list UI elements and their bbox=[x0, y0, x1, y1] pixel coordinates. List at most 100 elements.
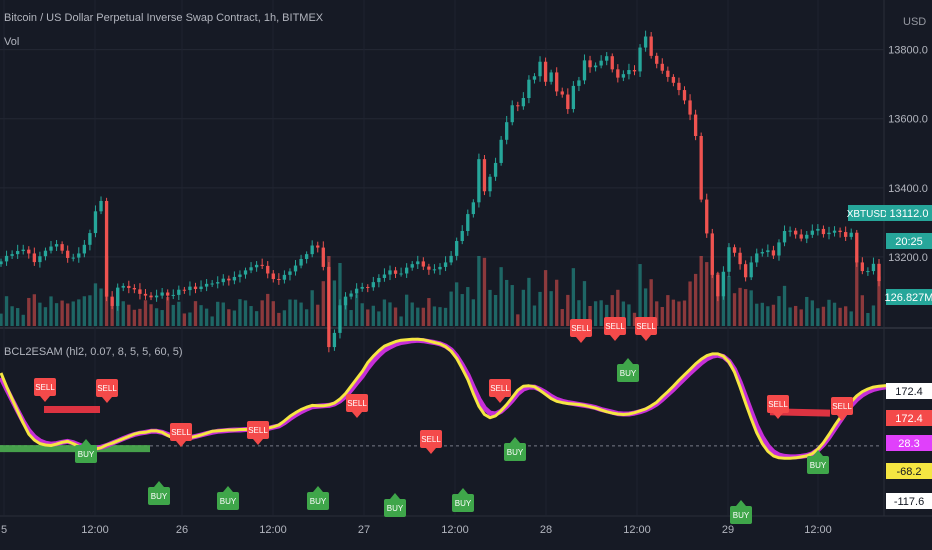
volume-bar bbox=[88, 295, 92, 326]
sell-signal bbox=[767, 395, 789, 413]
candle-body bbox=[588, 60, 592, 68]
volume-bar bbox=[777, 296, 781, 326]
candle-body bbox=[138, 289, 142, 294]
candle-body bbox=[188, 286, 192, 291]
countdown-tag-label: 20:25 bbox=[895, 236, 923, 248]
candle-body bbox=[21, 249, 25, 252]
volume-bar bbox=[204, 308, 209, 326]
candle-body bbox=[43, 250, 48, 257]
volume-bar bbox=[771, 304, 776, 326]
candle-body bbox=[527, 79, 531, 98]
candle-body bbox=[660, 63, 664, 71]
candle-body bbox=[393, 270, 398, 274]
candle-body bbox=[832, 230, 837, 233]
candle-body bbox=[766, 250, 770, 253]
sell-signal bbox=[570, 319, 592, 337]
volume-bar bbox=[521, 289, 526, 326]
candle-body bbox=[577, 80, 581, 86]
volume-bar bbox=[838, 307, 842, 326]
volume-bar bbox=[632, 312, 637, 326]
candle-body bbox=[793, 230, 798, 235]
volume-bar bbox=[277, 312, 281, 326]
time-tick-label: 5 bbox=[1, 524, 7, 536]
buy-signal-label: BUY bbox=[733, 511, 750, 520]
price-axis[interactable]: 13800.0 13600.0 13400.0 13200.0 XBTUSD 13112.… bbox=[847, 45, 932, 509]
candle-body bbox=[99, 200, 103, 212]
volume-bar bbox=[254, 311, 259, 326]
buy-signal bbox=[730, 506, 752, 524]
candle-body bbox=[671, 76, 676, 83]
volume-bar bbox=[577, 300, 581, 326]
volume-bar bbox=[566, 294, 570, 326]
candle-body bbox=[143, 293, 148, 296]
volume-bar bbox=[410, 302, 414, 326]
indicator-title[interactable]: BCL2ESAM (hl2, 0.07, 8, 5, 5, 60, 5) bbox=[4, 346, 183, 358]
volume-bar bbox=[832, 302, 837, 326]
volume-bar bbox=[849, 311, 853, 326]
candle-body bbox=[649, 36, 653, 56]
volume-bar bbox=[688, 281, 692, 326]
volume-bar bbox=[238, 299, 242, 326]
time-tick-label: 12:00 bbox=[623, 524, 651, 536]
candle-body bbox=[38, 256, 42, 263]
candle-body bbox=[799, 234, 803, 239]
candle-body bbox=[349, 293, 353, 297]
volume-label[interactable]: Vol bbox=[4, 36, 20, 48]
volume-bar bbox=[82, 296, 87, 326]
candle-body bbox=[182, 289, 187, 291]
volume-bar bbox=[638, 264, 642, 326]
candle-body bbox=[460, 231, 464, 242]
buy-signal-label: BUY bbox=[455, 499, 472, 508]
volume-bar bbox=[199, 305, 203, 326]
candle-body bbox=[416, 261, 420, 265]
candle-body bbox=[388, 270, 392, 275]
volume-bar bbox=[582, 281, 587, 326]
volume-bar bbox=[121, 301, 125, 326]
volume-bar bbox=[877, 276, 881, 326]
candle-body bbox=[66, 250, 70, 258]
candle-body bbox=[299, 258, 303, 266]
candle-body bbox=[716, 274, 720, 297]
candle-body bbox=[466, 214, 470, 231]
volume-bar bbox=[571, 268, 576, 326]
indicator-tag-4-label: -68.2 bbox=[896, 466, 921, 478]
candle-body bbox=[360, 286, 364, 289]
candle-body bbox=[843, 232, 848, 237]
time-tick-label: 12:00 bbox=[441, 524, 469, 536]
volume-bar bbox=[249, 306, 253, 326]
candle-body bbox=[682, 90, 687, 101]
buy-signal-pointer bbox=[223, 486, 233, 492]
volume-bar bbox=[260, 300, 264, 326]
volume-bar bbox=[560, 309, 564, 326]
candle-body bbox=[154, 295, 159, 298]
candle-body bbox=[71, 257, 75, 259]
indicator-tag-5 bbox=[886, 493, 932, 509]
time-axis[interactable]: 5 12:00 26 12:00 27 12:00 28 12:00 29 12:00 bbox=[1, 524, 832, 536]
sell-signal-pointer bbox=[610, 335, 620, 341]
volume-bar bbox=[455, 282, 459, 326]
volume-bar bbox=[132, 309, 137, 326]
volume-bar bbox=[349, 310, 353, 326]
volume-bar bbox=[99, 288, 103, 326]
volume-bar bbox=[516, 314, 520, 326]
volume-tag-label: 126.827M bbox=[885, 292, 932, 304]
candle-body bbox=[710, 233, 714, 275]
symbol-title[interactable]: Bitcoin / US Dollar Perpetual Inverse Sw… bbox=[4, 12, 324, 24]
candle-body bbox=[493, 162, 498, 177]
candle-body bbox=[677, 82, 681, 91]
candle-body bbox=[705, 199, 709, 234]
candle-body bbox=[32, 253, 37, 263]
candle-body bbox=[543, 61, 548, 82]
sell-signal-label: SELL bbox=[605, 322, 625, 331]
volume-bar bbox=[749, 290, 753, 326]
volume-bar bbox=[793, 305, 798, 326]
candle-body bbox=[204, 283, 209, 287]
volume-bar bbox=[466, 287, 470, 326]
indicator-tag-1-label: 172.4 bbox=[895, 386, 923, 398]
candle-body bbox=[860, 262, 864, 272]
candle-body bbox=[210, 283, 214, 285]
symbol-tag bbox=[848, 205, 886, 221]
